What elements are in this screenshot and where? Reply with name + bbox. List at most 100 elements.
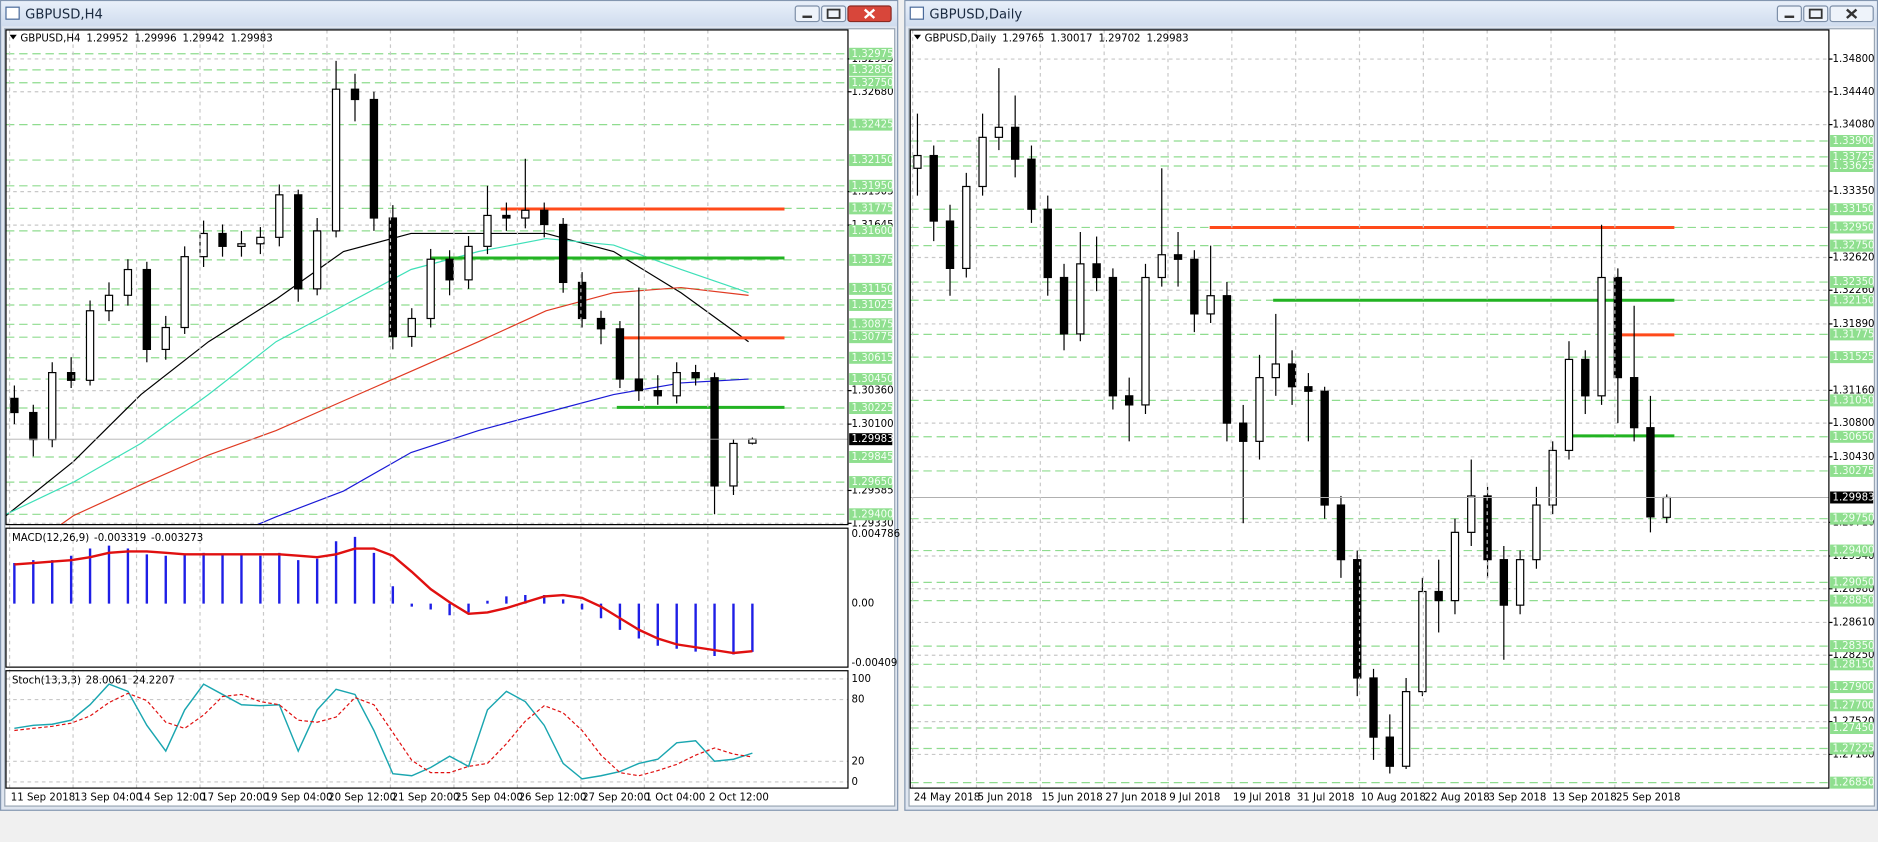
x-tick-label: 1 Oct 04:00 xyxy=(646,793,706,804)
candle-body xyxy=(1124,395,1134,406)
y-tick-label: 100 xyxy=(852,674,871,685)
chart: 1.329351.326801.319051.316451.303601.301… xyxy=(5,29,901,804)
stoch-signal xyxy=(14,692,753,777)
candle-body xyxy=(29,411,38,441)
y-tick-label: 1.34440 xyxy=(1832,87,1874,98)
level-label-box xyxy=(1830,594,1874,607)
header-symbol: GBPUSD,H4 xyxy=(20,33,80,44)
level-label: 1.31375 xyxy=(852,255,894,266)
header-ohlc: 1.29983 xyxy=(231,33,273,44)
candle-body xyxy=(1369,677,1378,738)
maximize-button[interactable] xyxy=(1803,5,1829,23)
candle-body xyxy=(710,377,719,487)
level-label: 1.31775 xyxy=(1832,329,1874,340)
candle-body xyxy=(1515,559,1525,606)
level-label-box xyxy=(849,450,893,463)
level-label-box xyxy=(1830,544,1874,557)
x-tick-label: 10 Aug 2018 xyxy=(1361,793,1426,804)
minimize-button[interactable] xyxy=(794,5,820,23)
y-tick-label: 0.00 xyxy=(852,599,875,610)
level-label: 1.31050 xyxy=(1832,395,1874,406)
candle-body xyxy=(10,397,19,414)
level-label: 1.27700 xyxy=(1832,700,1874,711)
level-label: 1.30615 xyxy=(852,353,894,364)
indicator-value: -0.003319 xyxy=(94,533,146,544)
candle-body xyxy=(1239,422,1248,442)
candle-body xyxy=(653,390,662,397)
header-ohlc: 1.29765 xyxy=(1002,33,1044,44)
candle-body xyxy=(913,154,922,169)
candle-body xyxy=(199,232,208,258)
y-tick-label: 1.29585 xyxy=(852,485,894,496)
level-label-box xyxy=(849,47,893,60)
minimize-button[interactable] xyxy=(1776,5,1802,23)
y-tick-label: -0.00409 xyxy=(852,658,898,669)
y-tick-label: 1.31905 xyxy=(852,187,894,198)
level-label-box xyxy=(1830,221,1874,234)
chart-header: GBPUSD,Daily 1.29765 1.30017 1.29702 1.29983 xyxy=(925,33,1189,44)
candle-body xyxy=(558,223,568,284)
level-label: 1.30450 xyxy=(852,374,894,385)
x-tick-label: 9 Jul 2018 xyxy=(1169,793,1220,804)
window-daily: GBPUSD,Daily xyxy=(904,0,1878,811)
price-panel xyxy=(910,58,1829,784)
y-tick-label: 1.34800 xyxy=(1832,54,1874,65)
level-label-box xyxy=(1830,294,1874,307)
x-tick-label: 3 Sep 2018 xyxy=(1488,793,1546,804)
y-tick-label: 0 xyxy=(852,777,858,788)
candle-body xyxy=(104,294,114,312)
candle-body xyxy=(1450,531,1460,602)
indicator-value: 24.2207 xyxy=(133,675,175,686)
candle-body xyxy=(66,371,76,381)
maximize-button[interactable] xyxy=(821,5,847,23)
level-label-box xyxy=(849,402,893,415)
candle-body xyxy=(48,371,57,441)
x-tick-label: 14 Sep 12:00 xyxy=(138,793,206,804)
level-label: 1.33625 xyxy=(1832,161,1874,172)
panel-border xyxy=(909,29,1830,789)
level-label: 1.27450 xyxy=(1832,723,1874,734)
candle-body xyxy=(1597,276,1606,397)
candle-body xyxy=(1059,276,1069,335)
candle-body xyxy=(994,126,1004,138)
indicator-value: 28.0061 xyxy=(86,675,128,686)
macd-panel xyxy=(13,536,754,656)
level-label: 1.30875 xyxy=(852,319,894,330)
candle-body xyxy=(180,256,189,329)
level-label-box xyxy=(1830,134,1874,147)
y-tick-label: 0.004786 xyxy=(852,529,901,540)
level-label: 1.30650 xyxy=(1832,432,1874,443)
level-label: 1.29750 xyxy=(1832,514,1874,525)
level-label-box xyxy=(849,318,893,331)
candle-body xyxy=(1581,358,1590,397)
candle-body xyxy=(1027,158,1036,210)
x-tick-label: 25 Sep 2018 xyxy=(1616,793,1680,804)
level-label-box xyxy=(849,476,893,489)
close-glyph xyxy=(1846,8,1858,19)
candle-body xyxy=(142,268,152,351)
level-label: 1.27225 xyxy=(1832,744,1874,755)
level-label-box xyxy=(1830,430,1874,443)
y-tick-label: 1.34080 xyxy=(1832,120,1874,131)
level-label: 1.32975 xyxy=(852,49,894,60)
candle-body xyxy=(123,268,133,296)
candle-body xyxy=(275,194,284,238)
moving-average xyxy=(5,237,749,515)
candle-body xyxy=(1629,377,1639,429)
level-label-box xyxy=(849,331,893,344)
candle-body xyxy=(1206,295,1215,315)
header-arrow xyxy=(9,34,17,40)
candle-body xyxy=(1418,590,1427,693)
candle-body xyxy=(445,258,454,281)
level-label-box xyxy=(1830,160,1874,172)
y-tick-label: 1.33350 xyxy=(1832,186,1874,197)
level-label-box xyxy=(849,282,893,295)
candle-body xyxy=(1499,559,1509,606)
price-axis: 1.34800 1.34440 1.34080 1.33350 1.32620 1.322… xyxy=(1828,54,1875,789)
level-label-box xyxy=(1830,512,1874,525)
candle-body xyxy=(502,214,511,219)
y-tick-label: 1.32260 xyxy=(1832,285,1874,296)
level-label: 1.33900 xyxy=(1832,136,1874,147)
level-label: 1.26850 xyxy=(1832,778,1874,789)
level-label: 1.31950 xyxy=(852,181,894,192)
